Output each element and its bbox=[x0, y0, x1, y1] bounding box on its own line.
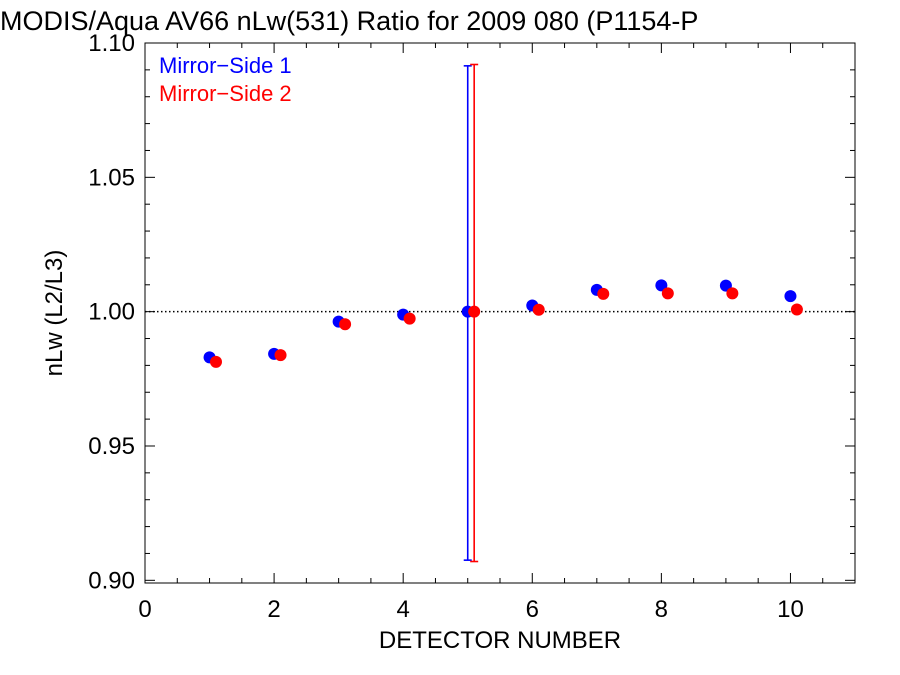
x-tick-label: 2 bbox=[267, 596, 280, 623]
data-point-series-2 bbox=[790, 303, 803, 316]
x-axis-label: DETECTOR NUMBER bbox=[379, 627, 621, 654]
x-tick-label: 8 bbox=[655, 596, 668, 623]
data-point-series-2 bbox=[274, 349, 287, 362]
y-tick-label: 1.10 bbox=[88, 30, 135, 57]
y-tick-label: 1.00 bbox=[88, 299, 135, 326]
data-point-series-2 bbox=[210, 355, 222, 368]
y-tick-label: 0.90 bbox=[88, 567, 135, 594]
x-axis: 0 2 4 6 8 10 bbox=[138, 43, 856, 623]
y-axis-label: nLw (L2/L3) bbox=[41, 250, 68, 377]
plot-frame bbox=[144, 42, 856, 584]
x-tick-label: 4 bbox=[397, 596, 410, 623]
y-tick-label: 1.05 bbox=[88, 164, 135, 191]
data-point-series-2 bbox=[532, 303, 545, 316]
x-tick-label: 0 bbox=[138, 596, 151, 623]
data-point-series-1 bbox=[784, 290, 797, 303]
x-tick-label: 6 bbox=[526, 596, 539, 623]
data-point-series-2 bbox=[339, 318, 352, 331]
data-points bbox=[203, 279, 803, 368]
x-tick-label: 10 bbox=[777, 596, 804, 623]
data-point-series-2 bbox=[661, 287, 674, 300]
y-axis: 0.90 0.95 1.00 1.05 1.10 bbox=[88, 30, 855, 594]
legend-entry-mirror-side-2: Mirror−Side 2 bbox=[159, 81, 292, 106]
legend-entry-mirror-side-1: Mirror−Side 1 bbox=[159, 53, 292, 78]
data-point-series-2 bbox=[403, 312, 416, 325]
chart-title: MODIS/Aqua AV66 nLw(531) Ratio for 2009 … bbox=[0, 6, 698, 36]
y-tick-label: 0.95 bbox=[88, 433, 135, 460]
data-point-series-2 bbox=[468, 305, 481, 318]
data-point-series-1 bbox=[655, 279, 668, 292]
data-point-series-2 bbox=[597, 287, 610, 300]
data-point-series-2 bbox=[726, 287, 739, 300]
